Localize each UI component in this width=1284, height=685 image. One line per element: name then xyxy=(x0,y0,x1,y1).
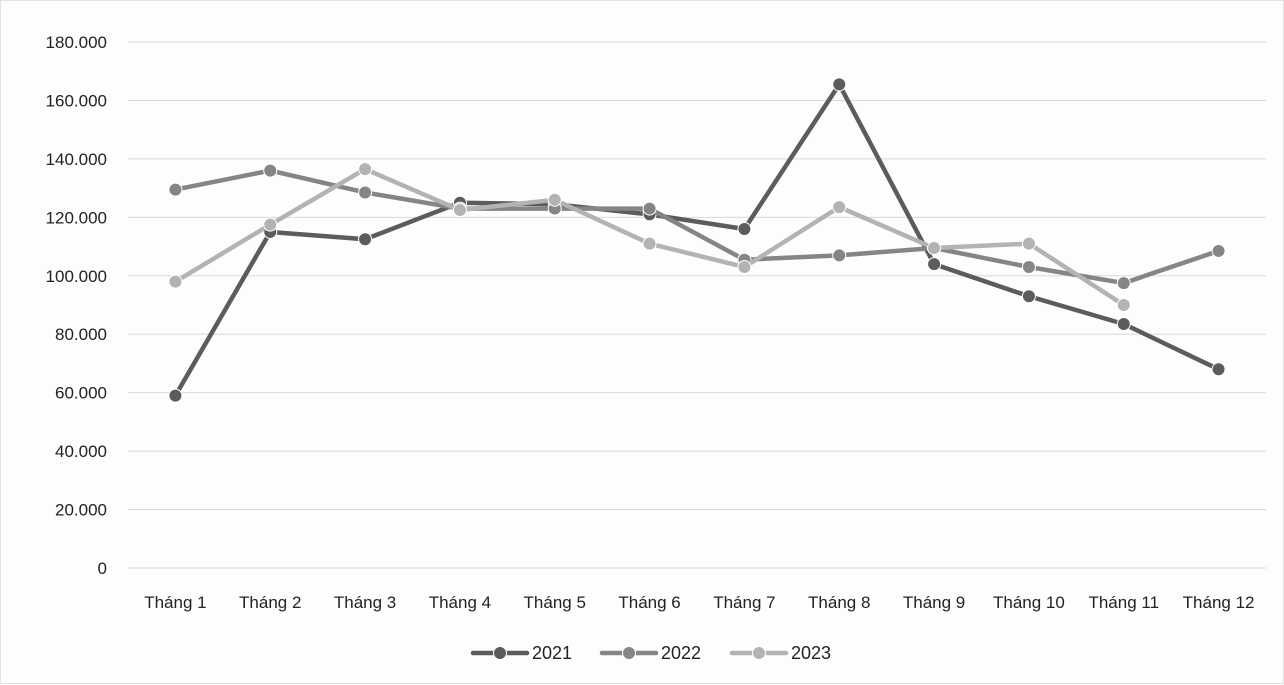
data-point xyxy=(1021,289,1036,304)
legend-label: 2021 xyxy=(532,643,572,663)
series-2023 xyxy=(168,162,1131,312)
x-tick-label: Tháng 10 xyxy=(993,593,1065,612)
gridlines xyxy=(128,41,1266,569)
y-tick-label: 120.000 xyxy=(46,208,107,227)
x-tick-label: Tháng 4 xyxy=(429,593,491,612)
data-point xyxy=(358,162,373,177)
data-point xyxy=(927,241,942,256)
legend-swatch-marker xyxy=(493,646,507,660)
x-tick-label: Tháng 9 xyxy=(903,593,965,612)
y-tick-label: 140.000 xyxy=(46,150,107,169)
data-point xyxy=(832,77,847,92)
x-tick-label: Tháng 8 xyxy=(808,593,870,612)
x-axis-ticks: Tháng 1 Tháng 2 Tháng 3 Tháng 4 Tháng 5 Tháng… xyxy=(144,593,1254,612)
legend: 2021 2022 2023 xyxy=(470,643,831,663)
x-tick-label: Tháng 11 xyxy=(1088,593,1159,612)
series-2021 xyxy=(168,77,1226,403)
data-point xyxy=(737,222,752,237)
data-point xyxy=(168,182,183,197)
data-point xyxy=(452,203,467,218)
data-point xyxy=(832,248,847,263)
y-tick-label: 60.000 xyxy=(55,384,107,403)
data-point xyxy=(168,388,183,403)
data-point xyxy=(1116,316,1131,331)
data-point xyxy=(1116,276,1131,291)
data-point xyxy=(832,200,847,215)
data-point xyxy=(547,192,562,207)
series-line xyxy=(173,82,1221,398)
x-tick-label: Tháng 7 xyxy=(713,593,775,612)
data-point xyxy=(737,260,752,275)
x-tick-label: Tháng 2 xyxy=(239,593,301,612)
data-point xyxy=(642,201,657,216)
x-tick-label: Tháng 5 xyxy=(524,593,586,612)
data-point xyxy=(263,217,278,232)
legend-swatch-marker xyxy=(752,646,766,660)
legend-item-2022: 2022 xyxy=(599,643,701,663)
data-point xyxy=(1021,260,1036,275)
y-tick-label: 180.000 xyxy=(46,33,107,52)
data-point xyxy=(1021,236,1036,251)
y-tick-label: 160.000 xyxy=(46,91,107,110)
data-point xyxy=(358,232,373,247)
y-tick-label: 0 xyxy=(98,559,107,578)
x-tick-label: Tháng 3 xyxy=(334,593,396,612)
series-2022 xyxy=(168,163,1226,291)
y-tick-label: 40.000 xyxy=(55,442,107,461)
series-line xyxy=(173,168,1221,286)
y-tick-label: 100.000 xyxy=(46,267,107,286)
legend-label: 2022 xyxy=(661,643,701,663)
legend-item-2023: 2023 xyxy=(729,643,831,663)
x-tick-label: Tháng 1 xyxy=(144,593,206,612)
legend-item-2021: 2021 xyxy=(470,643,572,663)
x-tick-label: Tháng 6 xyxy=(618,593,680,612)
data-point xyxy=(927,257,942,272)
data-point xyxy=(358,185,373,200)
data-point xyxy=(263,163,278,178)
y-tick-label: 80.000 xyxy=(55,325,107,344)
series-lines xyxy=(168,77,1226,403)
y-axis-ticks: 0 20.000 40.000 60.000 80.000 100.000 120.000 1… xyxy=(46,33,107,578)
data-point xyxy=(1211,243,1226,258)
legend-swatch-marker xyxy=(622,646,636,660)
legend-label: 2023 xyxy=(791,643,831,663)
y-tick-label: 20.000 xyxy=(55,501,107,520)
data-point xyxy=(168,274,183,289)
data-point xyxy=(642,236,657,251)
data-point xyxy=(1116,298,1131,312)
data-point xyxy=(1211,362,1226,377)
x-tick-label: Tháng 12 xyxy=(1183,593,1255,612)
